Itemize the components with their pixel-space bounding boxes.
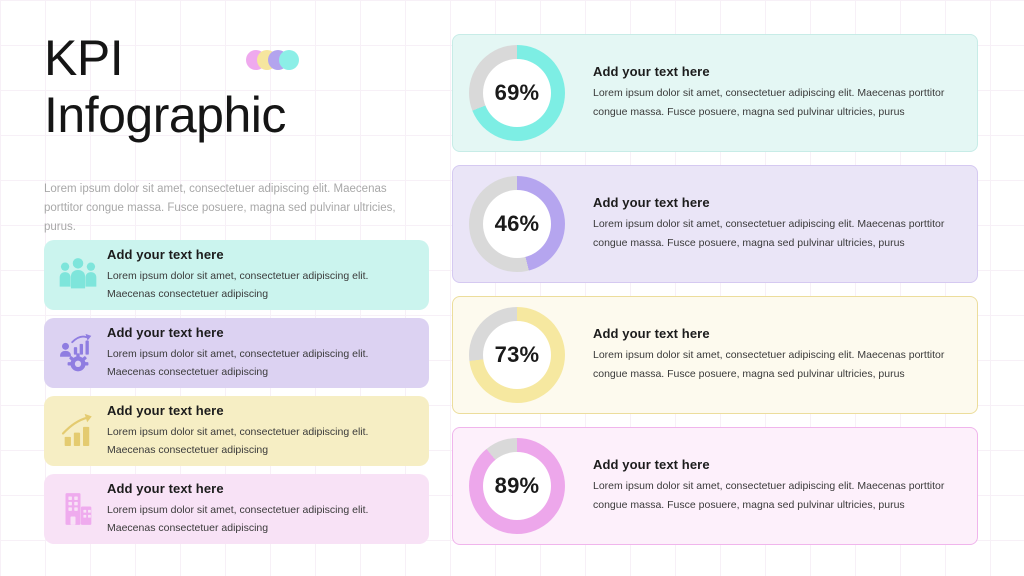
donut-chart-46: 46% bbox=[469, 176, 565, 272]
decor-dots bbox=[246, 50, 316, 72]
donut-percent-label: 89% bbox=[494, 473, 540, 498]
info-card-heading: Add your text here bbox=[107, 403, 224, 418]
kpi-card-heading: Add your text here bbox=[593, 195, 710, 210]
info-card-body: Lorem ipsum dolor sit amet, consectetuer… bbox=[107, 426, 369, 456]
info-card-heading: Add your text here bbox=[107, 325, 224, 340]
info-card-heading: Add your text here bbox=[107, 481, 224, 496]
kpi-card-text: Add your text here Lorem ipsum dolor sit… bbox=[593, 195, 971, 253]
donut-percent-label: 46% bbox=[494, 211, 540, 236]
slide-description: Lorem ipsum dolor sit amet, consectetuer… bbox=[44, 183, 396, 233]
info-card-analytics: Add your text here Lorem ipsum dolor sit… bbox=[44, 318, 429, 388]
kpi-card-73: 73% Add your text here Lorem ipsum dolor… bbox=[452, 296, 978, 414]
kpi-card-list: 69% Add your text here Lorem ipsum dolor… bbox=[452, 34, 978, 545]
info-card-text: Add your text here Lorem ipsum dolor sit… bbox=[107, 481, 382, 537]
buildings-icon bbox=[58, 487, 98, 531]
kpi-card-body: Lorem ipsum dolor sit amet, consectetuer… bbox=[593, 87, 945, 118]
kpi-card-text: Add your text here Lorem ipsum dolor sit… bbox=[593, 64, 971, 122]
donut-chart-69: 69% bbox=[469, 45, 565, 141]
kpi-card-body: Lorem ipsum dolor sit amet, consectetuer… bbox=[593, 349, 945, 380]
info-card-text: Add your text here Lorem ipsum dolor sit… bbox=[107, 403, 382, 459]
title-line-1: KPI bbox=[44, 30, 124, 86]
kpi-card-heading: Add your text here bbox=[593, 64, 710, 79]
kpi-card-46: 46% Add your text here Lorem ipsum dolor… bbox=[452, 165, 978, 283]
kpi-card-text: Add your text here Lorem ipsum dolor sit… bbox=[593, 457, 971, 515]
kpi-card-heading: Add your text here bbox=[593, 326, 710, 341]
left-card-list: Add your text here Lorem ipsum dolor sit… bbox=[44, 240, 429, 544]
info-card-buildings: Add your text here Lorem ipsum dolor sit… bbox=[44, 474, 429, 544]
kpi-card-body: Lorem ipsum dolor sit amet, consectetuer… bbox=[593, 480, 945, 511]
donut-percent-label: 69% bbox=[494, 80, 540, 105]
title-line-2: Infographic bbox=[44, 87, 286, 143]
decor-dot-teal bbox=[279, 50, 299, 70]
donut-chart-89: 89% bbox=[469, 438, 565, 534]
kpi-card-heading: Add your text here bbox=[593, 457, 710, 472]
kpi-card-89: 89% Add your text here Lorem ipsum dolor… bbox=[452, 427, 978, 545]
info-card-growth: Add your text here Lorem ipsum dolor sit… bbox=[44, 396, 429, 466]
growth-bars-icon bbox=[58, 409, 98, 453]
page-title: KPI Infographic bbox=[44, 30, 444, 144]
info-card-body: Lorem ipsum dolor sit amet, consectetuer… bbox=[107, 270, 369, 300]
kpi-card-body: Lorem ipsum dolor sit amet, consectetuer… bbox=[593, 218, 945, 249]
info-card-heading: Add your text here bbox=[107, 247, 224, 262]
donut-chart-73: 73% bbox=[469, 307, 565, 403]
info-card-body: Lorem ipsum dolor sit amet, consectetuer… bbox=[107, 348, 369, 378]
kpi-card-text: Add your text here Lorem ipsum dolor sit… bbox=[593, 326, 971, 384]
donut-percent-label: 73% bbox=[494, 342, 540, 367]
kpi-card-69: 69% Add your text here Lorem ipsum dolor… bbox=[452, 34, 978, 152]
info-card-text: Add your text here Lorem ipsum dolor sit… bbox=[107, 325, 382, 381]
info-card-team: Add your text here Lorem ipsum dolor sit… bbox=[44, 240, 429, 310]
info-card-text: Add your text here Lorem ipsum dolor sit… bbox=[107, 247, 382, 303]
analytics-gear-icon bbox=[58, 331, 98, 375]
info-card-body: Lorem ipsum dolor sit amet, consectetuer… bbox=[107, 504, 369, 534]
team-icon bbox=[58, 253, 98, 297]
